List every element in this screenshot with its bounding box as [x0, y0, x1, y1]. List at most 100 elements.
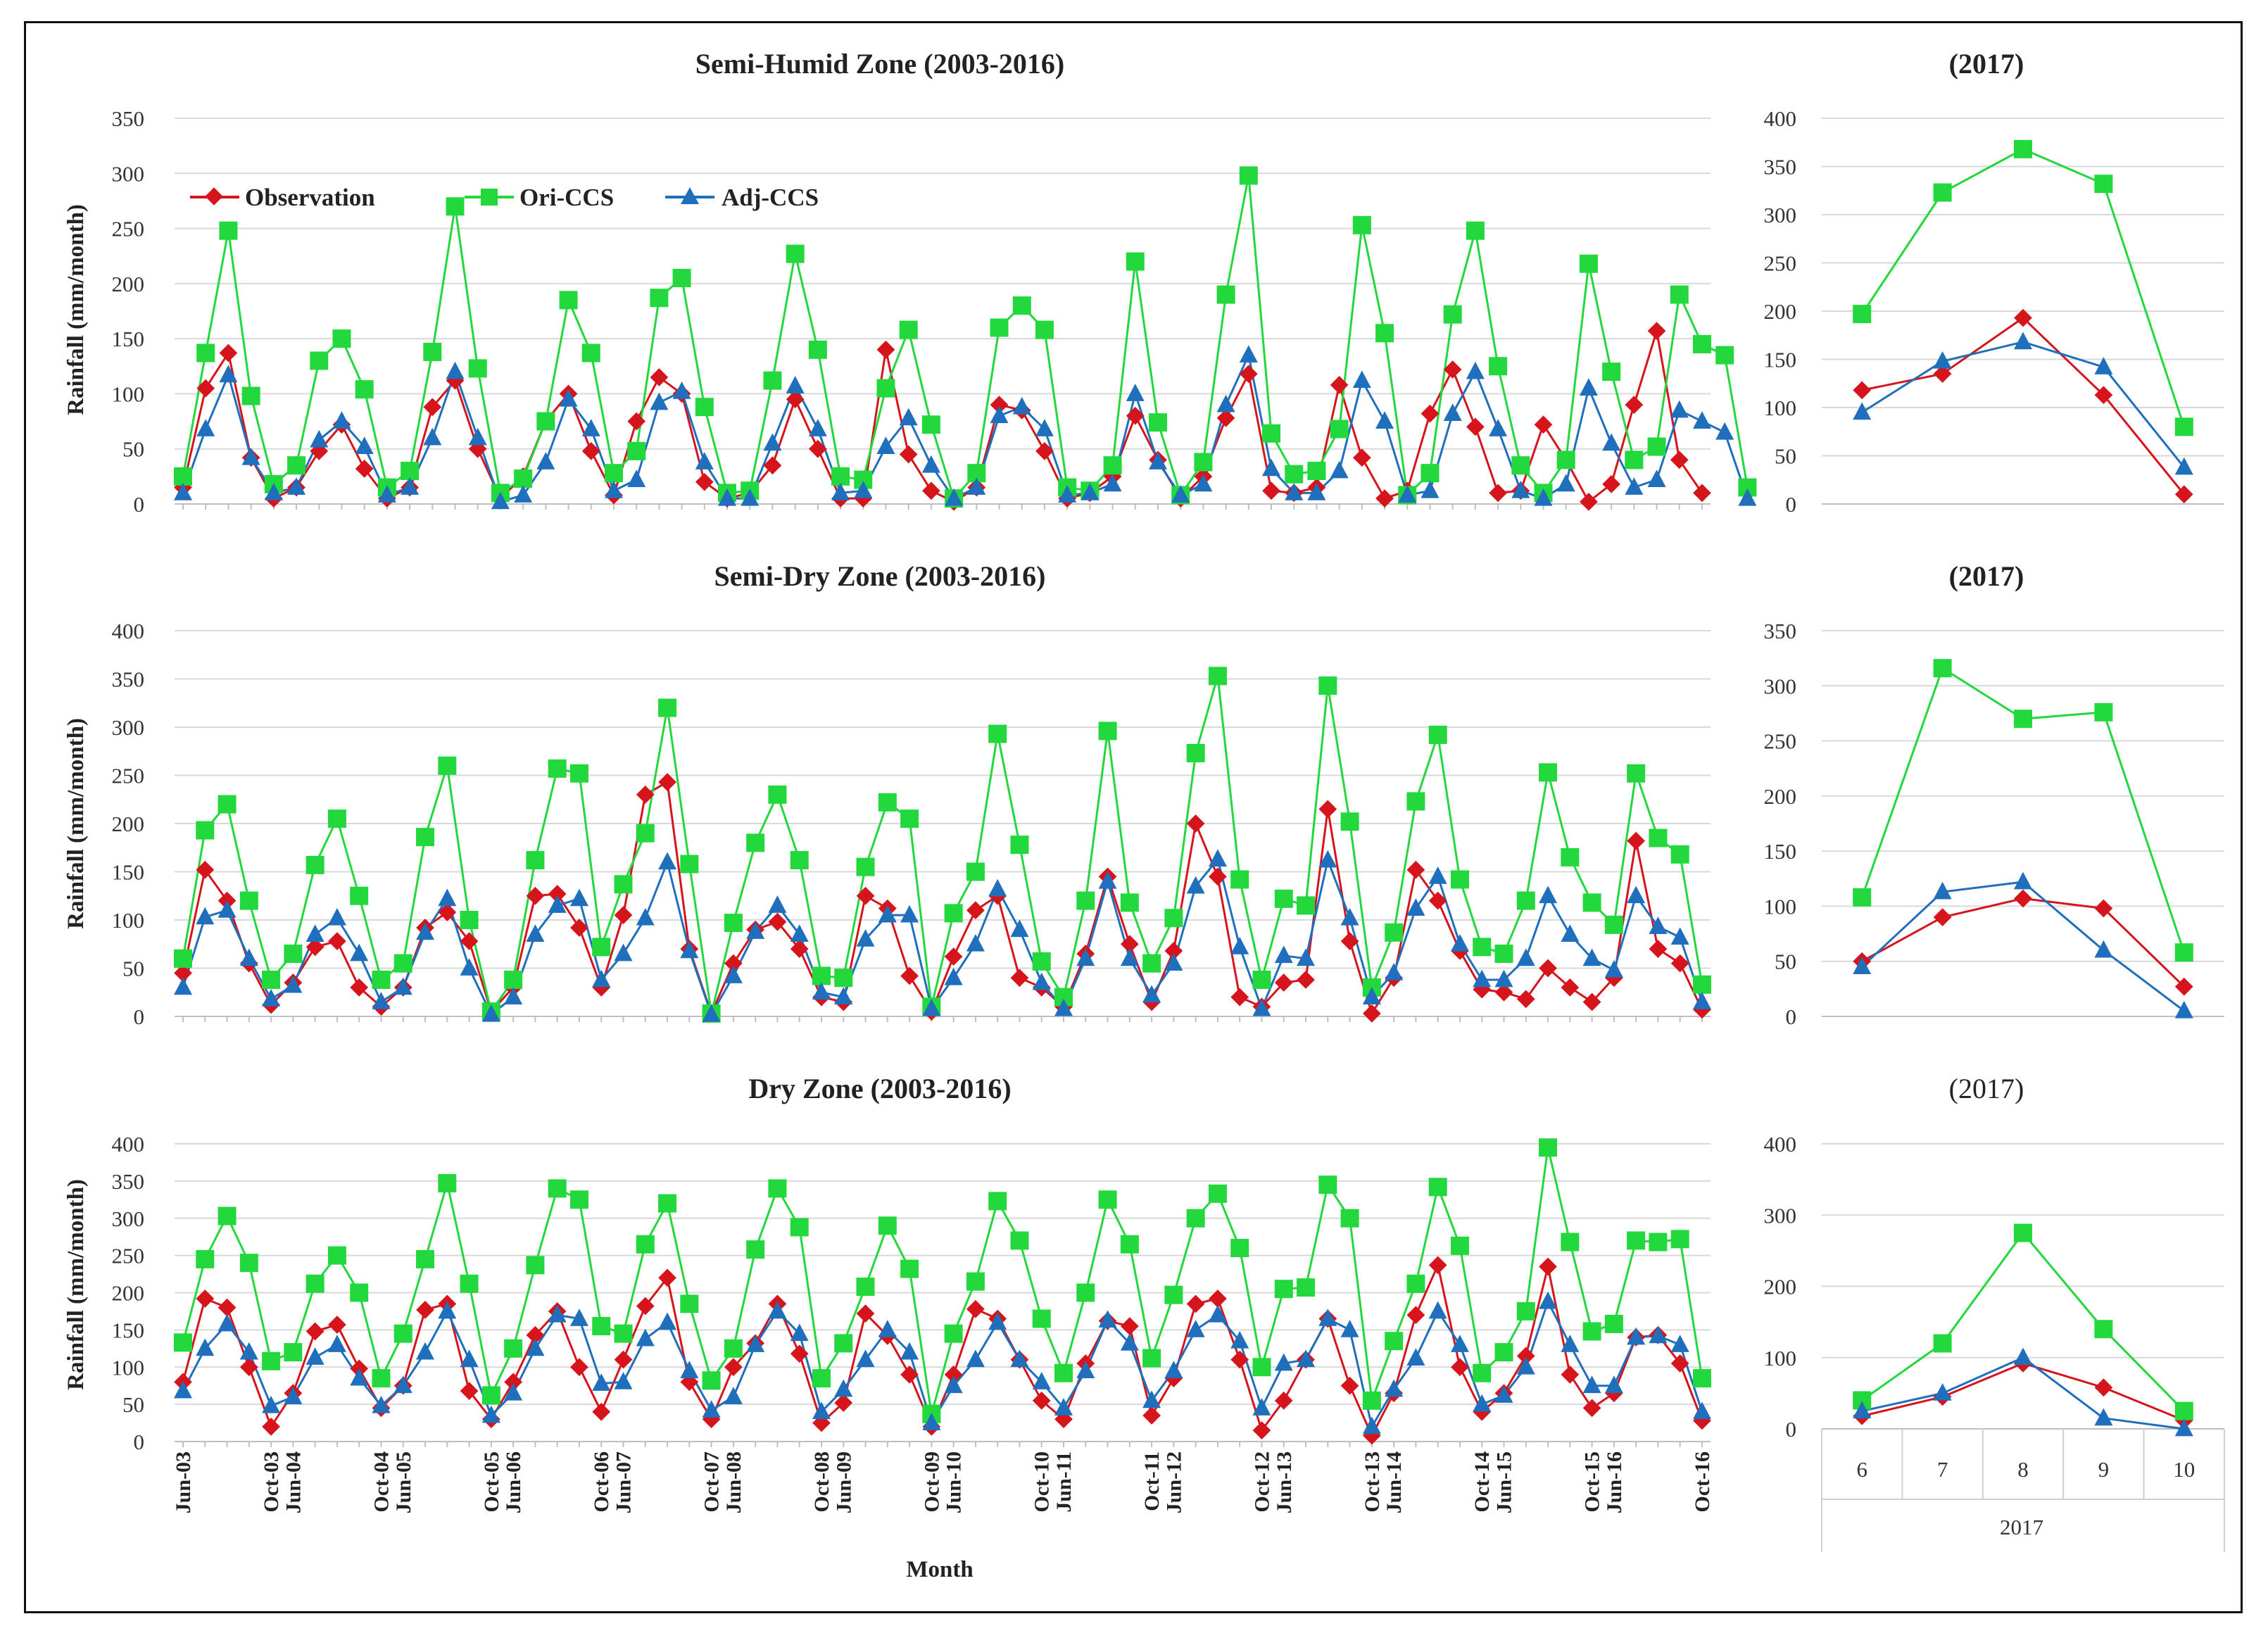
- dry-observation-point-50: [1274, 1391, 1293, 1410]
- semi-humid-observation-point-18: [581, 441, 600, 460]
- semi-humid-adj-ccs-point-65: [1647, 469, 1666, 487]
- dry-ori-ccs-point-26: [746, 1240, 765, 1259]
- semi-dry-ori-ccs-point-29: [812, 966, 831, 985]
- dry-adj-ccs-point-65: [1604, 1375, 1623, 1394]
- semi-humid-2017-ori-ccs-point-1: [1933, 183, 1952, 202]
- semi-humid-adj-ccs-point-47: [1239, 345, 1258, 363]
- semi-humid-adj-ccs-point-6: [310, 429, 329, 448]
- dry-ori-ccs-point-5: [284, 1343, 303, 1362]
- semi-humid-adj-ccs-point-24: [718, 488, 737, 506]
- semi-dry-ori-ccs-point-15: [504, 970, 523, 989]
- semi-humid-observation-point-52: [1352, 448, 1371, 467]
- semi-humid-adj-ccs-point-21: [650, 392, 669, 410]
- dry-2017-ytick-300: 300: [1764, 1203, 1797, 1228]
- semi-dry-adj-ccs-point-68: [1670, 927, 1689, 945]
- dry-ori-ccs-point-17: [548, 1179, 567, 1198]
- semi-humid-ori-ccs-point-20: [627, 441, 646, 460]
- dry-ori-ccs-point-64: [1582, 1322, 1601, 1341]
- dry-ori-ccs-point-36: [966, 1272, 985, 1291]
- dry-2017-adj-ccs-point-0: [1853, 1401, 1872, 1419]
- dry-ori-ccs-point-42: [1098, 1190, 1117, 1209]
- dry-adj-ccs-point-2: [218, 1313, 237, 1332]
- semi-humid-adj-ccs-point-27: [786, 376, 805, 393]
- semi-humid-ori-ccs-point-62: [1579, 254, 1598, 273]
- dry-observation-point-64: [1582, 1399, 1601, 1418]
- title-semi-dry: Semi-Dry Zone (2003-2016): [714, 560, 1045, 592]
- dry-2017-xcat-2: 8: [2017, 1457, 2029, 1482]
- semi-dry-adj-ccs-point-42: [1098, 871, 1117, 889]
- semi-dry-adj-ccs-point-20: [614, 943, 633, 961]
- semi-dry-ori-ccs-point-53: [1340, 812, 1359, 831]
- semi-humid-adj-ccs-point-37: [1012, 396, 1031, 415]
- semi-humid-adj-ccs-point-52: [1352, 370, 1371, 389]
- dry-adj-ccs-point-39: [1032, 1372, 1051, 1389]
- dry-adj-ccs-point-34: [922, 1413, 941, 1430]
- dry-observation-point-36: [966, 1299, 985, 1318]
- semi-dry-adj-ccs-point-49: [1252, 998, 1271, 1016]
- dry-xtick-label-18: Jun-12: [1162, 1451, 1185, 1513]
- semi-dry-observation-point-25: [724, 954, 743, 973]
- semi-humid-ori-ccs-point-59: [1511, 456, 1530, 475]
- semi-humid-ytick-300: 300: [112, 161, 145, 186]
- dry-adj-ccs-point-64: [1582, 1375, 1601, 1394]
- semi-humid-ori-ccs-point-5: [287, 456, 306, 475]
- semi-humid-adj-ccs-point-16: [536, 452, 555, 469]
- semi-dry-ori-ccs-point-25: [724, 914, 743, 933]
- dry-adj-ccs-point-19: [592, 1373, 611, 1391]
- semi-dry-ori-ccs-point-10: [393, 954, 412, 973]
- dry-xtick-label-21: Oct-13: [1361, 1451, 1384, 1513]
- semi-humid-ori-ccs-point-31: [876, 379, 895, 398]
- semi-dry-adj-ccs-point-39: [1032, 972, 1051, 990]
- dry-adj-ccs-point-26: [746, 1335, 765, 1352]
- legend-adj-ccs-marker: [681, 187, 699, 204]
- semi-humid-ori-ccs-point-48: [1262, 424, 1281, 443]
- dry-ytick-250: 250: [112, 1244, 145, 1268]
- dry-2017-ytick-100: 100: [1764, 1346, 1797, 1370]
- semi-dry-adj-ccs-point-34: [922, 998, 941, 1016]
- semi-humid-ytick-0: 0: [134, 492, 145, 517]
- semi-dry-adj-ccs-point-59: [1473, 969, 1492, 988]
- dry-adj-ccs-point-31: [856, 1349, 875, 1368]
- semi-dry-ori-ccs-point-65: [1604, 915, 1623, 934]
- dry-xtick-label-26: Jun-16: [1603, 1451, 1626, 1513]
- semi-humid-ori-ccs-point-50: [1307, 462, 1326, 481]
- dry-observation-point-18: [570, 1358, 588, 1377]
- semi-dry-adj-ccs-point-65: [1604, 959, 1623, 978]
- semi-dry-adj-ccs-point-44: [1142, 985, 1161, 1003]
- semi-humid-adj-ccs-point-4: [264, 483, 283, 500]
- dry-observation-point-53: [1340, 1376, 1359, 1395]
- dry-ori-ccs-point-13: [460, 1274, 479, 1293]
- semi-humid-adj-ccs-point-5: [287, 477, 306, 495]
- semi-humid-adj-ccs-point-55: [1420, 480, 1439, 498]
- dry-observation-point-58: [1451, 1358, 1469, 1377]
- semi-dry-2017-ytick-100: 100: [1764, 894, 1797, 919]
- dry-ori-ccs-point-41: [1076, 1283, 1095, 1302]
- semi-humid-observation-point-58: [1489, 484, 1507, 503]
- semi-humid-adj-ccs-point-7: [332, 411, 351, 429]
- dry-adj-ccs-point-24: [702, 1400, 721, 1418]
- dry-2017-ytick-200: 200: [1764, 1275, 1797, 1299]
- semi-humid-observation-point-65: [1647, 322, 1666, 341]
- semi-humid-ori-ccs-point-16: [536, 412, 555, 431]
- dry-2017-adj-ccs-point-2: [2014, 1347, 2032, 1366]
- dry-2017-adj-ccs-point-4: [2174, 1418, 2193, 1437]
- dry-observation-point-43: [1120, 1317, 1139, 1335]
- dry-ori-ccs-point-23: [680, 1294, 699, 1313]
- semi-dry-ori-ccs-point-39: [1032, 952, 1051, 971]
- semi-dry-ori-ccs-point-50: [1274, 889, 1293, 908]
- semi-humid-ytick-250: 250: [112, 217, 145, 241]
- dry-ori-ccs-point-22: [658, 1194, 677, 1213]
- semi-dry-observation-point-47: [1209, 867, 1227, 886]
- dry-adj-ccs-point-17: [548, 1304, 567, 1323]
- dry-ori-ccs-point-55: [1385, 1332, 1404, 1351]
- semi-humid-ori-ccs-point-61: [1556, 450, 1575, 469]
- semi-dry-adj-ccs-point-43: [1120, 948, 1139, 966]
- semi-dry-observation-point-53: [1340, 932, 1359, 951]
- semi-dry-ori-ccs-point-48: [1230, 870, 1249, 889]
- semi-dry-adj-ccs-point-48: [1230, 937, 1249, 954]
- semi-humid-observation-point-36: [990, 396, 1009, 414]
- semi-humid-adj-ccs-point-31: [876, 436, 895, 454]
- semi-dry-ori-ccs-point-67: [1649, 828, 1668, 847]
- dry-ori-ccs-point-31: [856, 1278, 875, 1297]
- semi-dry-adj-ccs-point-58: [1450, 933, 1469, 952]
